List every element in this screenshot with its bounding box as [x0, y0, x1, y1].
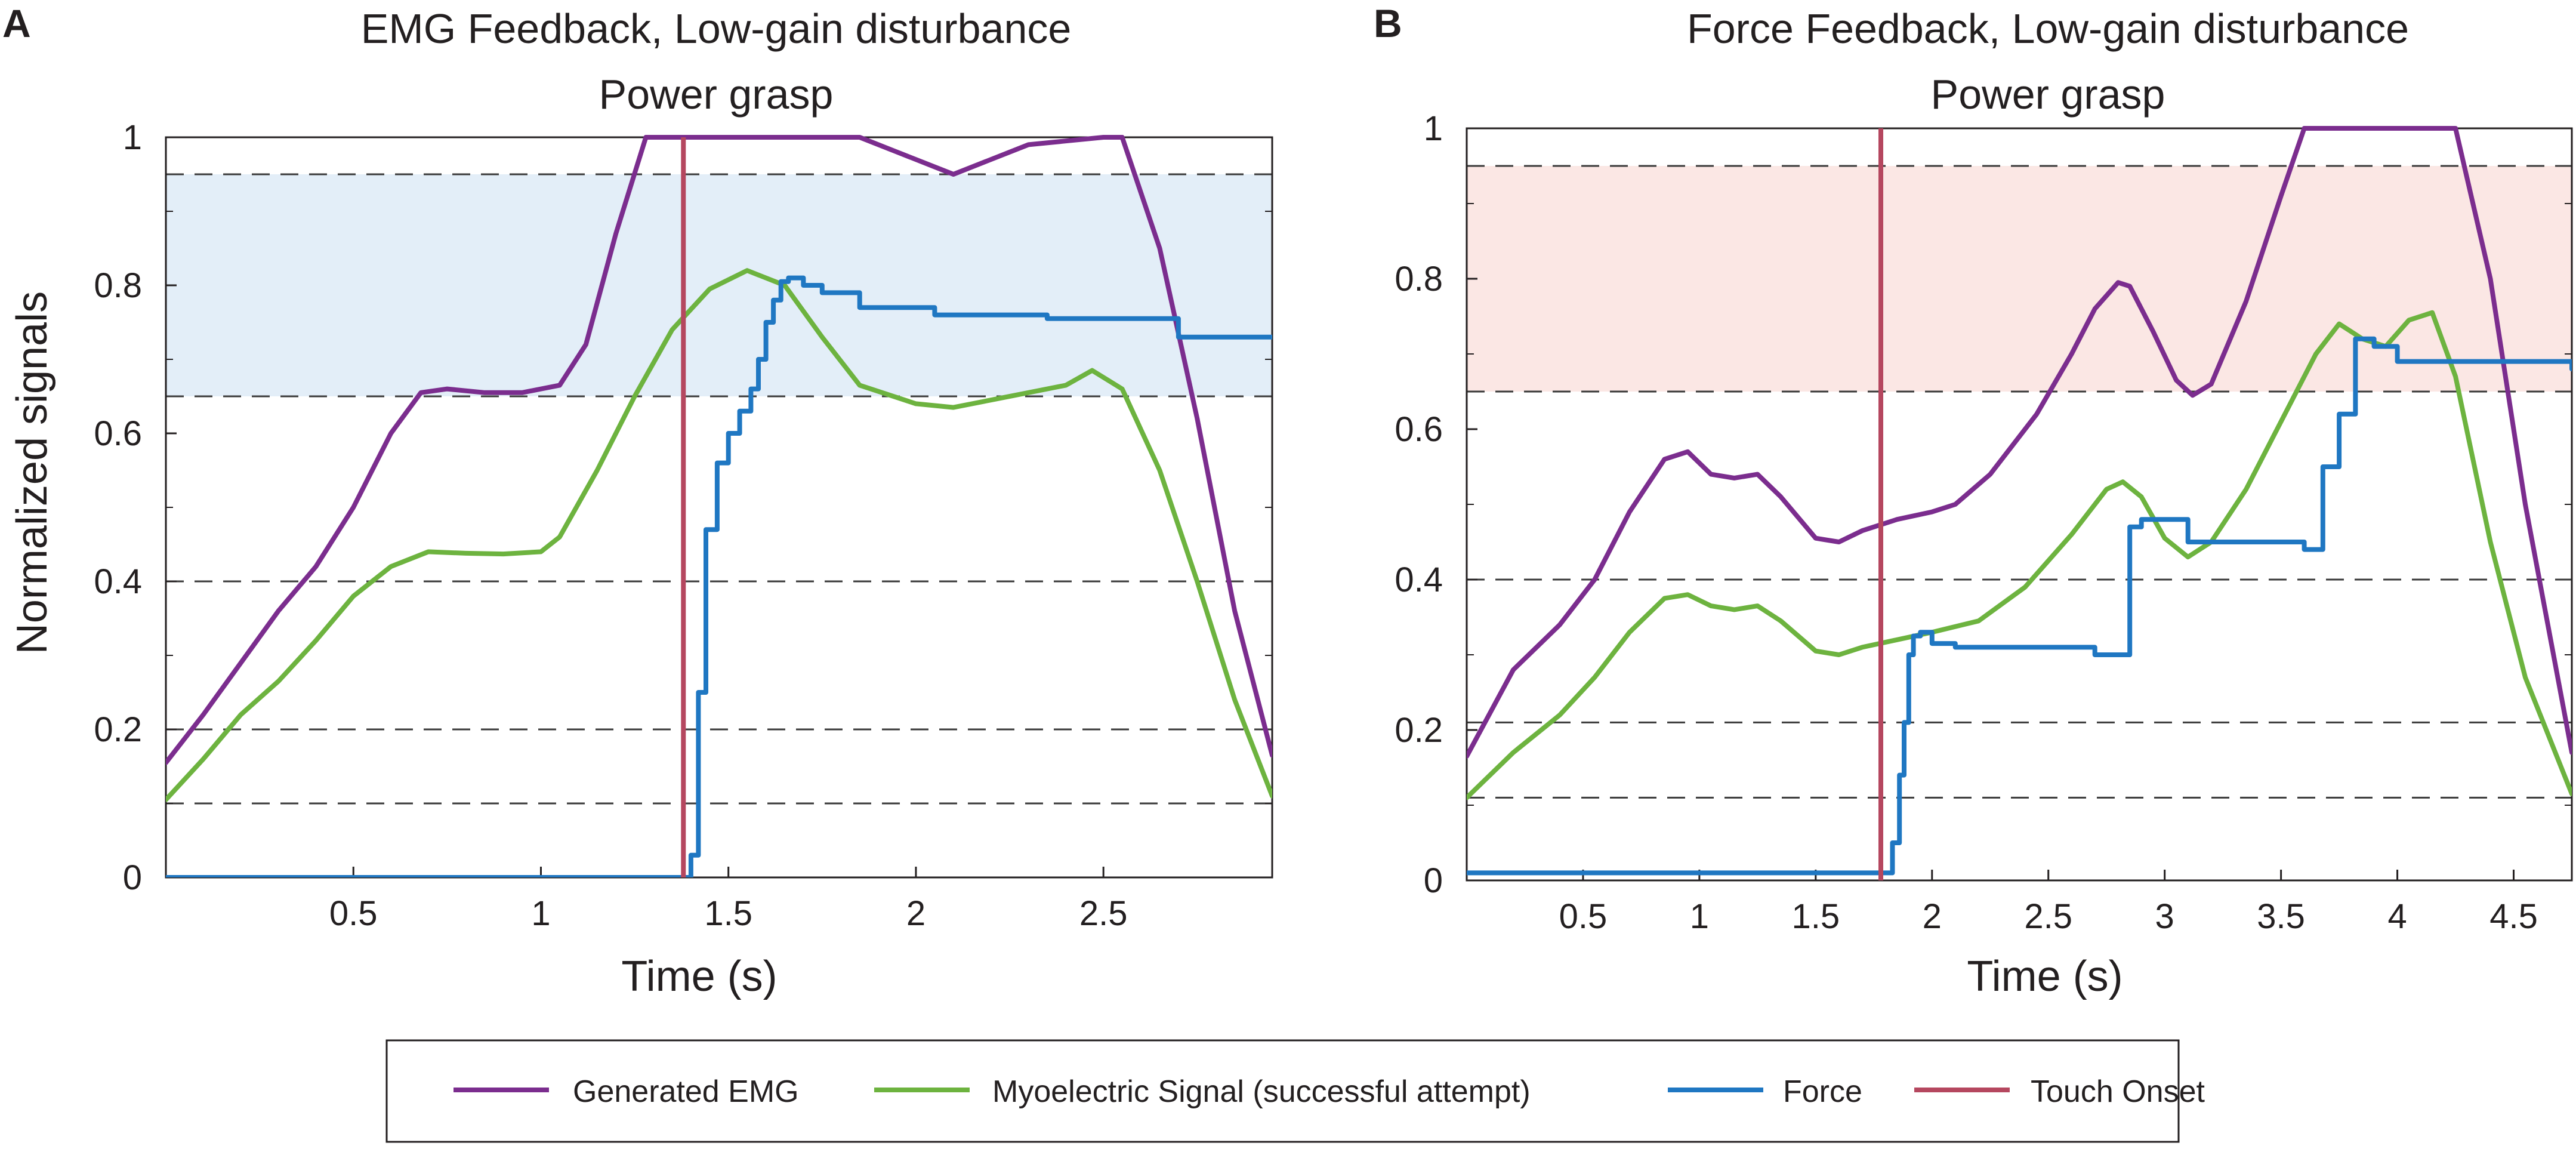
- y-tick-label-a-3: 0.6: [94, 414, 142, 453]
- chart-title-b: Force Feedback, Low-gain disturbance: [1687, 5, 2409, 52]
- legend-label-touch: Touch Onset: [2031, 1074, 2205, 1109]
- legend-label-myo: Myoelectric Signal (successful attempt): [992, 1074, 1531, 1109]
- plot-area-a: 0.5 1 1.5 2 2.5 0 0.2 0.4 0.6 0.8 1: [94, 118, 1273, 933]
- plot-area-b: 0.5 1 1.5 2 2.5 3 3.5 4 4.5 0 0.2 0.4 0.6 0.8 1: [1395, 109, 2573, 936]
- y-tick-label-b-5: 1: [1424, 109, 1443, 148]
- legend-box: [385, 1039, 2180, 1143]
- x-tick-label-b-7: 4: [2387, 897, 2407, 936]
- legend-item-myoelectric: Myoelectric Signal (successful attempt): [874, 1074, 1531, 1109]
- series-line-myoelectric-signal-a: [166, 268, 1272, 802]
- chart-subtitle-b: Power grasp: [1931, 71, 2165, 118]
- legend-label-emg: Generated EMG: [573, 1074, 799, 1109]
- y-axis-label-a: Normalized signals: [8, 291, 56, 654]
- series-line-force-a: [166, 275, 1272, 877]
- y-tick-label-a-2: 0.4: [94, 562, 142, 601]
- panel-label-a: A: [2, 1, 31, 45]
- legend-item-generated-emg: Generated EMG: [454, 1074, 799, 1109]
- x-tick-label-b-5: 3: [2155, 897, 2174, 936]
- y-tick-label-b-3: 0.6: [1395, 410, 1443, 449]
- x-tick-label-a-1: 1: [531, 894, 550, 933]
- x-tick-label-a-4: 2.5: [1079, 894, 1128, 933]
- legend: Generated EMG Myoelectric Signal (succes…: [385, 1039, 2205, 1143]
- x-tick-label-a-0: 0.5: [329, 894, 378, 933]
- x-axis-label-a: Time (s): [621, 953, 777, 1000]
- x-tick-label-b-4: 2.5: [2024, 897, 2072, 936]
- x-tick-label-b-8: 4.5: [2489, 897, 2538, 936]
- x-tick-label-b-2: 1.5: [1792, 897, 1840, 936]
- panel-label-b: B: [1374, 1, 1402, 45]
- y-tick-label-a-0: 0: [123, 858, 142, 897]
- y-tick-label-a-5: 1: [123, 118, 142, 157]
- x-tick-label-b-1: 1: [1690, 897, 1709, 936]
- chart-title-a: EMG Feedback, Low-gain disturbance: [361, 5, 1072, 52]
- y-tick-label-b-0: 0: [1424, 861, 1443, 900]
- target-band-b: [1467, 166, 2572, 392]
- series-line-generated-emg-a: [166, 135, 1272, 765]
- legend-item-touch-onset: Touch Onset: [1914, 1074, 2205, 1109]
- y-tick-label-a-4: 0.8: [94, 266, 142, 305]
- x-tick-label-b-3: 2: [1923, 897, 1942, 936]
- x-tick-label-a-2: 1.5: [704, 894, 752, 933]
- y-tick-label-b-4: 0.8: [1395, 260, 1443, 298]
- series-line-generated-emg-b: [1467, 126, 2572, 759]
- legend-item-force: Force: [1668, 1074, 1862, 1109]
- x-axis-label-b: Time (s): [1967, 953, 2122, 1000]
- x-tick-label-b-0: 0.5: [1559, 897, 1608, 936]
- series-line-force-b: [1467, 336, 2572, 876]
- chart-subtitle-a: Power grasp: [599, 71, 834, 118]
- chart-panel-a: A EMG Feedback, Low-gain disturbance Pow…: [2, 1, 1273, 1000]
- y-tick-label-a-1: 0.2: [94, 710, 142, 749]
- x-tick-label-b-6: 3.5: [2257, 897, 2305, 936]
- y-tick-label-b-2: 0.4: [1395, 560, 1443, 599]
- chart-panel-b: B Force Feedback, Low-gain disturbance P…: [1374, 1, 2573, 1000]
- x-tick-label-a-3: 2: [906, 894, 925, 933]
- legend-label-force: Force: [1783, 1074, 1862, 1109]
- y-tick-label-b-1: 0.2: [1395, 711, 1443, 750]
